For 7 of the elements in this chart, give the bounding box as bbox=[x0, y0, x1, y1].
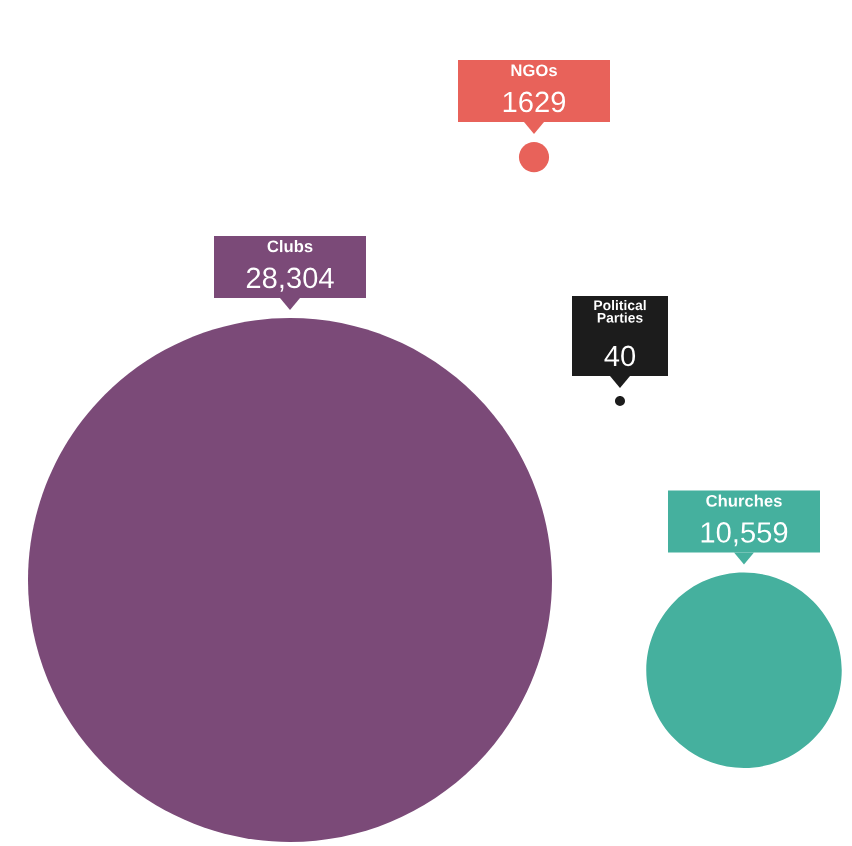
data-label: 40 bbox=[604, 345, 636, 367]
category-label: Churches bbox=[706, 494, 782, 507]
category-label: Clubs bbox=[267, 240, 313, 253]
data-label: 1629 bbox=[503, 91, 566, 113]
data-label: 10,559 bbox=[701, 522, 788, 547]
data-label: 28,304 bbox=[246, 267, 334, 292]
category-label: NGOs bbox=[511, 64, 557, 77]
